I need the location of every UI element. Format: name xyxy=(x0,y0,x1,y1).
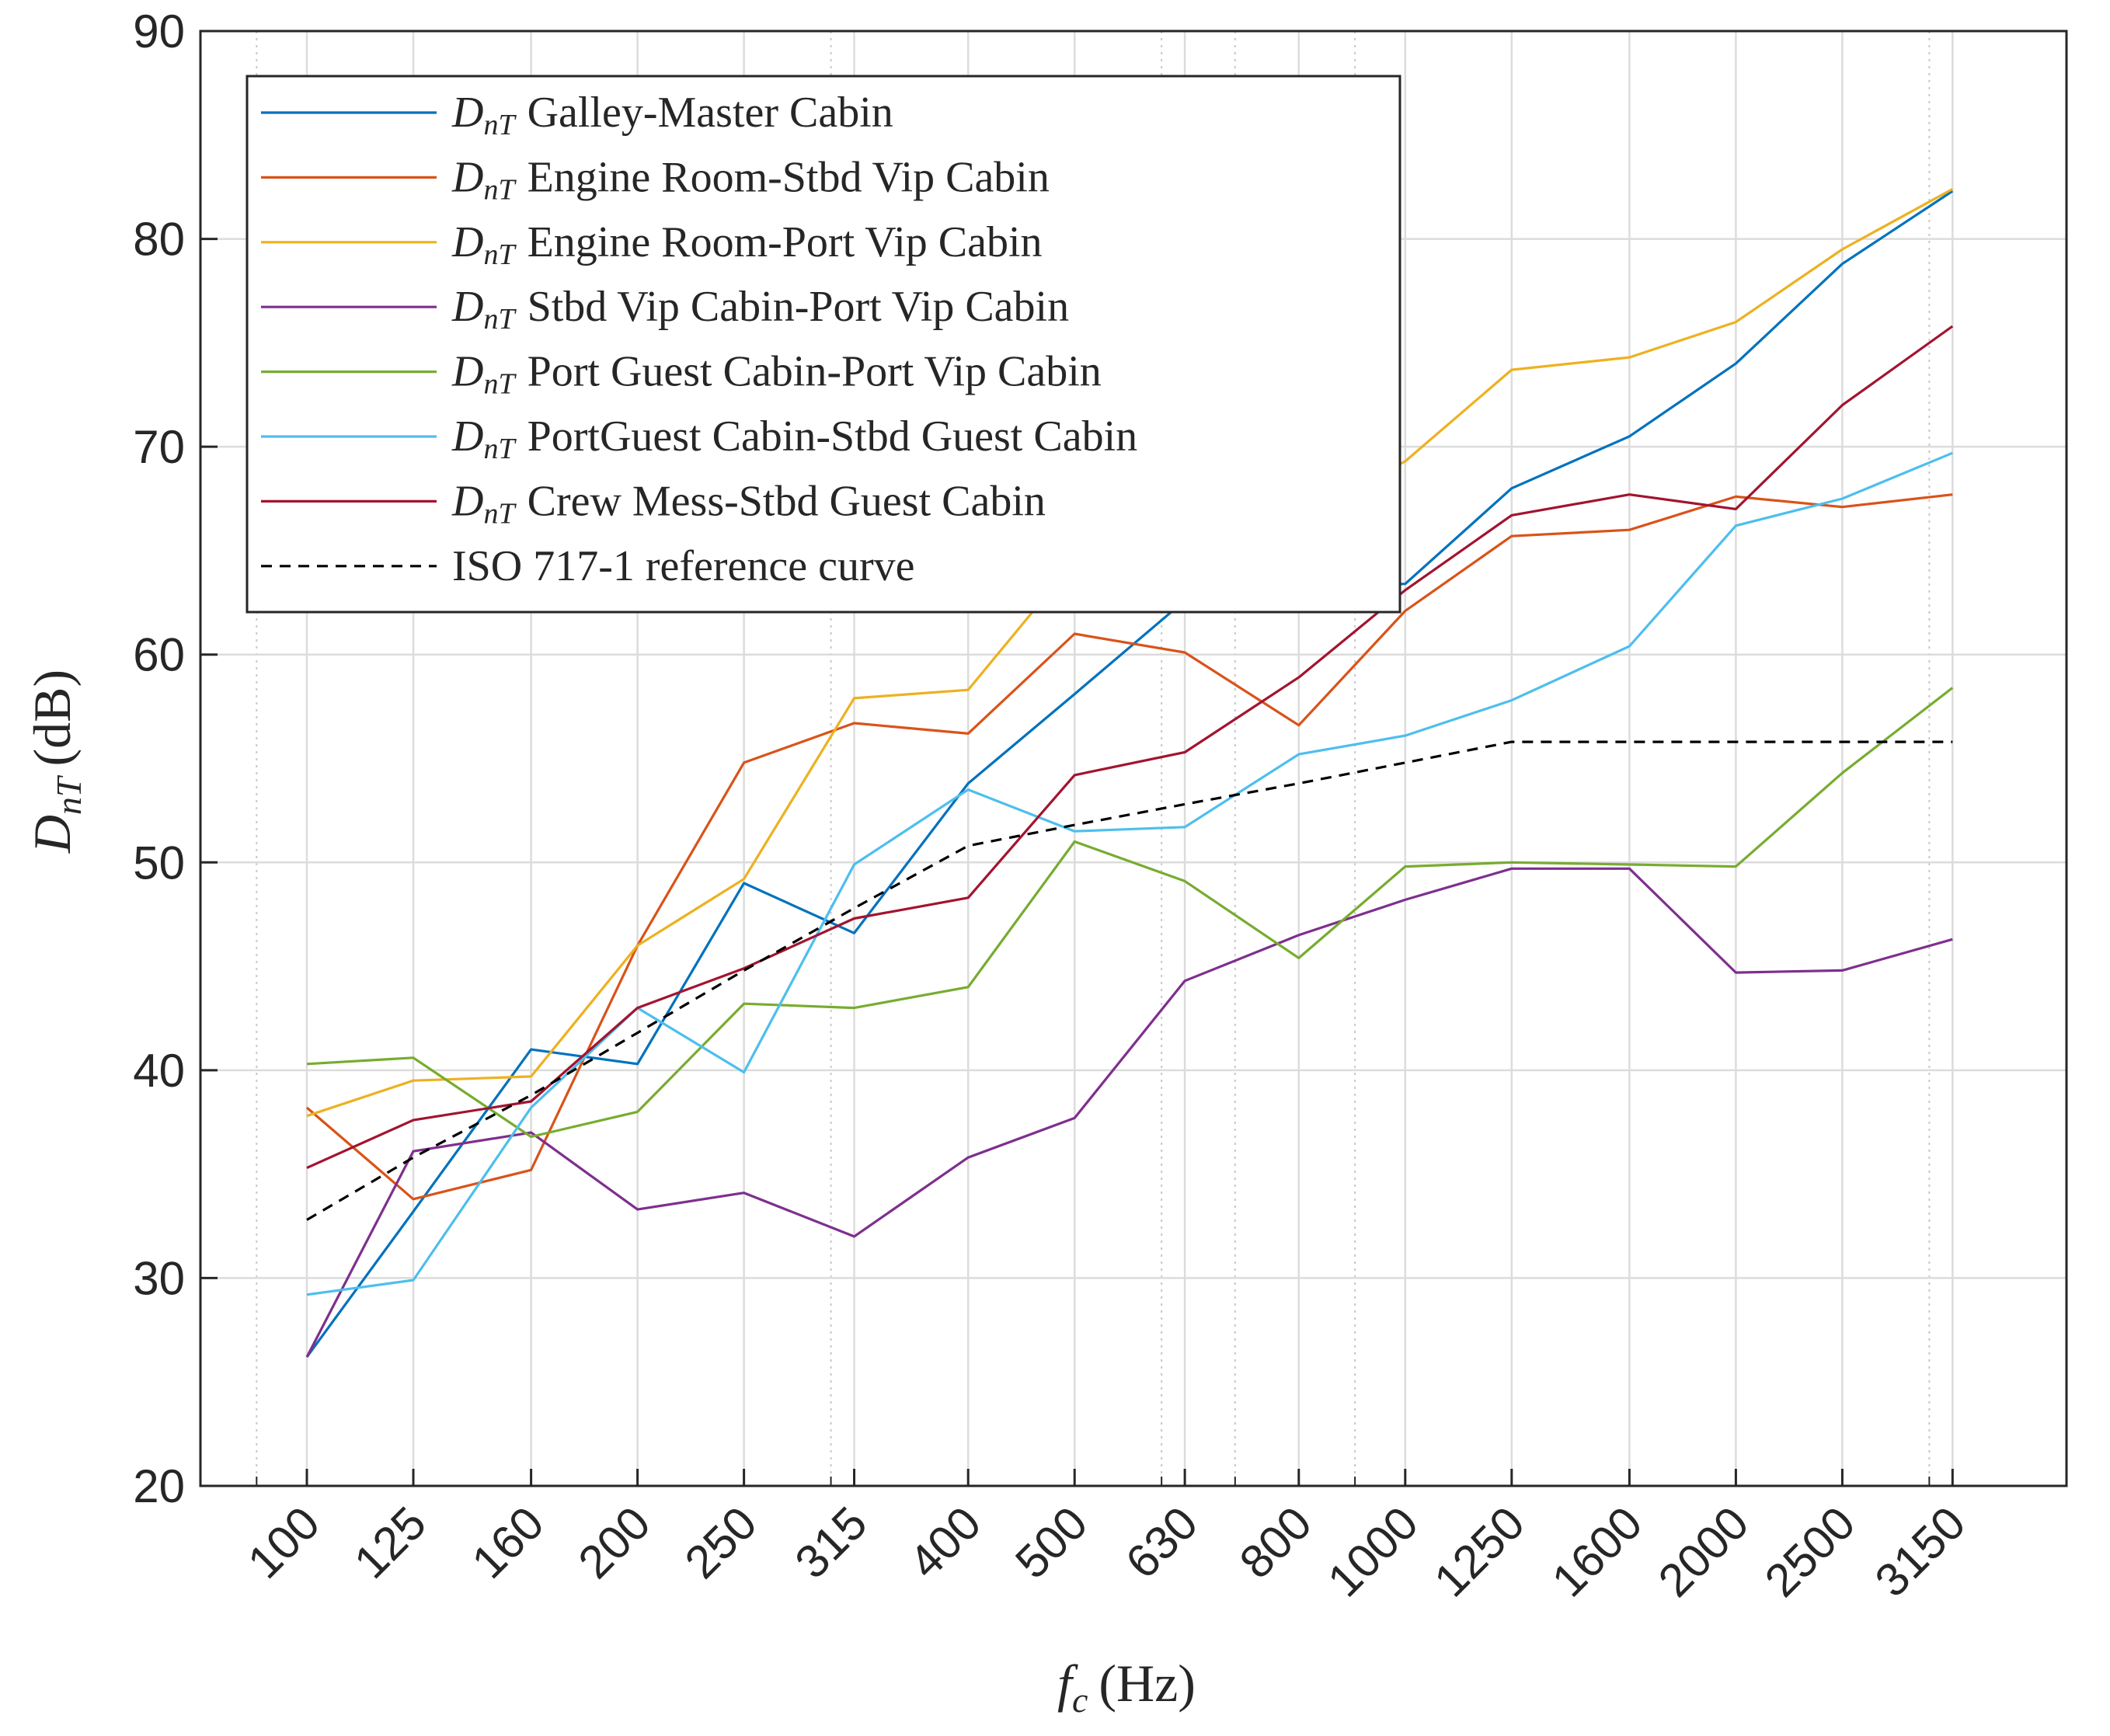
legend-name: PortGuest Cabin-Stbd Guest Cabin xyxy=(528,412,1138,461)
legend-items: DnT Galley-Master Cabin DnT Engine Room-Stb… xyxy=(261,89,1137,590)
series-line-stbd-vip-cabin-port-vip-cabin xyxy=(305,867,1953,1358)
series-line-portguest-cabin-stbd-guest-cabin xyxy=(306,451,1953,1296)
y-axis-title: DnT (dB) xyxy=(23,670,89,854)
legend-label: DnT Crew Mess-Stbd Guest Cabin xyxy=(451,477,1046,530)
legend-symbol: D xyxy=(451,283,483,331)
legend-symbol: D xyxy=(451,153,483,201)
legend-label: DnT Engine Room-Stbd Vip Cabin xyxy=(451,153,1050,206)
legend-label: DnT Stbd Vip Cabin-Port Vip Cabin xyxy=(451,283,1069,336)
legend-subscript: nT xyxy=(483,109,517,141)
x-axis-unit: (Hz) xyxy=(1099,1654,1196,1713)
legend-subscript: nT xyxy=(483,497,517,530)
series-line-crew-mess-stbd-guest-cabin xyxy=(306,325,1954,1170)
y-tick-labels: 20 30 40 50 60 70 80 90 xyxy=(133,5,185,1512)
y-tick-label: 90 xyxy=(133,5,185,57)
y-tick-label: 60 xyxy=(133,629,185,681)
legend-subscript: nT xyxy=(483,238,517,271)
legend-label: DnT Port Guest Cabin-Port Vip Cabin xyxy=(451,348,1102,401)
x-axis-subscript: c xyxy=(1072,1680,1088,1720)
legend-subscript: nT xyxy=(483,368,517,401)
y-tick-label: 80 xyxy=(133,214,185,266)
y-tick-label: 50 xyxy=(133,837,185,889)
y-axis-unit: (dB) xyxy=(23,670,82,767)
series-line-port-guest-cabin-port-vip-cabin xyxy=(306,687,1954,1139)
legend-label: DnT PortGuest Cabin-Stbd Guest Cabin xyxy=(451,412,1137,465)
legend-name: Engine Room-Stbd Vip Cabin xyxy=(528,153,1050,201)
legend-label: DnT Galley-Master Cabin xyxy=(451,89,893,141)
legend-symbol: D xyxy=(451,477,483,525)
ticks-layer xyxy=(200,30,1954,1487)
legend-name: Crew Mess-Stbd Guest Cabin xyxy=(528,477,1046,525)
legend-subscript: nT xyxy=(483,303,517,336)
legend-label: DnT Engine Room-Port Vip Cabin xyxy=(451,218,1043,271)
y-tick-label: 40 xyxy=(133,1045,185,1097)
plot-frame xyxy=(199,30,2068,1487)
legend-subscript: nT xyxy=(483,173,517,206)
legend-symbol: D xyxy=(451,218,483,266)
legend-subscript: nT xyxy=(483,433,517,465)
y-axis-subscript: nT xyxy=(49,774,89,815)
y-tick-label: 20 xyxy=(133,1460,185,1512)
y-tick-label: 30 xyxy=(133,1252,185,1304)
legend: DnT Galley-Master Cabin DnT Engine Room-Stb… xyxy=(245,75,1401,614)
legend-name: Stbd Vip Cabin-Port Vip Cabin xyxy=(528,283,1069,331)
legend-symbol: D xyxy=(451,348,483,396)
legend-box xyxy=(245,75,1401,614)
legend-name: Port Guest Cabin-Port Vip Cabin xyxy=(528,348,1102,396)
legend-name: Galley-Master Cabin xyxy=(528,89,893,137)
legend-label: ISO 717-1 reference curve xyxy=(452,542,914,590)
series-layer xyxy=(305,187,1954,1359)
legend-symbol: D xyxy=(451,412,483,461)
series-line-iso-717-1-reference-curve xyxy=(306,740,1953,1221)
y-tick-label: 70 xyxy=(133,421,185,473)
y-axis-symbol: D xyxy=(23,815,82,854)
legend-name: Engine Room-Port Vip Cabin xyxy=(528,218,1043,266)
legend-symbol: D xyxy=(451,89,483,137)
